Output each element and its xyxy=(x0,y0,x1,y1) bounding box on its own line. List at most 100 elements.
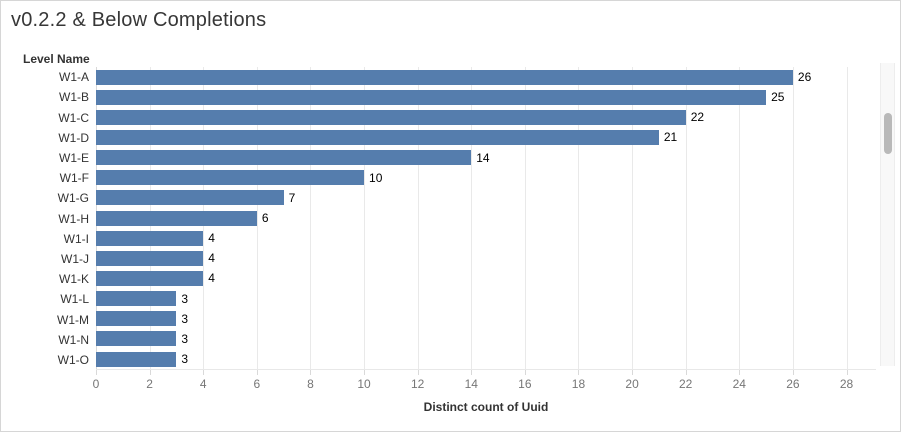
x-axis-ticks: 0 2 4 6 8 10 12 14 16 18 20 22 24 26 28 xyxy=(93,370,876,400)
bar-row: 6 xyxy=(96,208,876,228)
category-label: W1-H xyxy=(58,211,89,226)
bar-value-label: 3 xyxy=(181,291,189,306)
bar[interactable] xyxy=(96,311,177,327)
bar-row: 3 xyxy=(96,309,876,329)
category-label: W1-M xyxy=(57,312,89,327)
x-tick-label: 10 xyxy=(357,377,371,391)
bar-value-label: 3 xyxy=(181,331,189,346)
category-label: W1-K xyxy=(59,272,89,287)
gridline xyxy=(417,67,419,369)
plot-area: 26 25 22 21 14 10 7 6 4 4 4 3 3 3 3 xyxy=(96,67,876,370)
x-tick-mark xyxy=(685,370,687,375)
x-tick-mark xyxy=(203,370,205,375)
x-tick-label: 28 xyxy=(839,377,854,391)
gridline xyxy=(310,67,312,369)
x-tick-mark xyxy=(792,370,794,375)
vertical-scrollbar-track[interactable] xyxy=(880,63,895,366)
bar-row: 4 xyxy=(96,228,876,248)
category-label: W1-O xyxy=(57,352,89,367)
category-label: W1-C xyxy=(58,110,89,125)
x-tick-mark xyxy=(96,370,97,375)
x-tick-label: 4 xyxy=(199,377,207,391)
gridline xyxy=(632,67,634,369)
bar[interactable] xyxy=(96,129,659,145)
bar[interactable] xyxy=(96,250,204,266)
bar[interactable] xyxy=(96,331,177,347)
bar-value-label: 25 xyxy=(771,90,785,105)
x-tick-label: 26 xyxy=(786,377,800,391)
bar-value-label: 21 xyxy=(663,130,678,145)
bar-value-label: 22 xyxy=(690,110,705,125)
category-label: W1-N xyxy=(58,332,89,347)
category-label: W1-J xyxy=(61,251,89,266)
gridline xyxy=(578,67,580,369)
gridline xyxy=(685,67,687,369)
bar[interactable] xyxy=(96,109,686,125)
x-tick-label: 12 xyxy=(410,377,425,391)
bar-row: 4 xyxy=(96,268,876,288)
x-tick-label: 8 xyxy=(307,377,314,391)
gridline xyxy=(364,67,366,369)
bar[interactable] xyxy=(96,291,177,307)
x-tick-mark xyxy=(310,370,312,375)
x-tick-mark xyxy=(417,370,419,375)
x-tick-mark xyxy=(524,370,526,375)
bar-value-label: 4 xyxy=(208,271,215,286)
bar-row: 22 xyxy=(96,107,876,127)
x-tick-label: 18 xyxy=(571,377,586,391)
bar-row: 3 xyxy=(96,289,876,309)
bar-value-label: 4 xyxy=(208,251,215,266)
bar[interactable] xyxy=(96,190,284,206)
x-tick-mark xyxy=(632,370,634,375)
bar-value-label: 6 xyxy=(261,211,269,226)
x-tick-mark xyxy=(846,370,848,375)
category-label: W1-A xyxy=(59,70,89,85)
gridline xyxy=(524,67,526,369)
bar-row: 21 xyxy=(96,127,876,147)
gridline xyxy=(792,67,794,369)
gridline xyxy=(739,67,741,369)
vertical-scrollbar-thumb[interactable] xyxy=(884,113,892,154)
gridline xyxy=(256,67,258,369)
bar-value-label: 14 xyxy=(476,150,490,165)
x-tick-mark xyxy=(739,370,741,375)
category-label: W1-G xyxy=(57,191,89,206)
bar[interactable] xyxy=(96,89,767,105)
x-tick-label: 14 xyxy=(464,377,478,391)
gridline xyxy=(846,67,848,369)
bar[interactable] xyxy=(96,210,257,226)
bar-row: 26 xyxy=(96,67,876,87)
bar[interactable] xyxy=(96,230,204,246)
bar[interactable] xyxy=(96,170,365,186)
bar-row: 7 xyxy=(96,188,876,208)
category-label: W1-I xyxy=(63,231,89,246)
bar[interactable] xyxy=(96,69,793,85)
bar-value-label: 3 xyxy=(181,352,189,367)
x-tick-label: 6 xyxy=(253,377,261,391)
bar[interactable] xyxy=(96,351,177,367)
bar-row: 10 xyxy=(96,168,876,188)
bar-value-label: 10 xyxy=(369,170,383,185)
x-tick-label: 20 xyxy=(625,377,639,391)
x-tick-label: 2 xyxy=(146,377,153,391)
bar-value-label: 26 xyxy=(797,70,812,85)
bar-value-label: 3 xyxy=(181,311,189,326)
category-label: W1-E xyxy=(59,150,89,165)
x-tick-label: 22 xyxy=(679,377,693,391)
bar-row: 4 xyxy=(96,248,876,268)
bar-rows: 26 25 22 21 14 10 7 6 4 4 4 3 3 3 3 xyxy=(96,67,876,369)
gridline xyxy=(471,67,473,369)
bar[interactable] xyxy=(96,270,204,286)
bar-row: 3 xyxy=(96,329,876,349)
category-label: W1-B xyxy=(59,90,89,105)
bar[interactable] xyxy=(96,150,472,166)
x-tick-label: 0 xyxy=(92,377,100,391)
x-tick-mark xyxy=(256,370,258,375)
x-tick-mark xyxy=(578,370,580,375)
x-tick-mark xyxy=(149,370,151,375)
bar-row: 3 xyxy=(96,349,876,369)
category-label: W1-L xyxy=(60,292,89,307)
bar-row: 14 xyxy=(96,148,876,168)
category-label: W1-F xyxy=(59,171,89,186)
